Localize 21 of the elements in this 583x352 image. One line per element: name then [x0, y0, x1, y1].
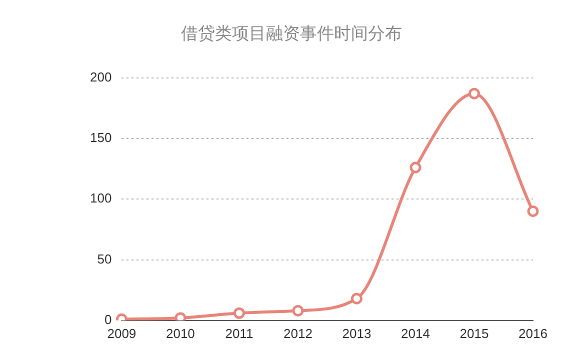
point: [233, 307, 245, 319]
chart-title: 借贷类项目融资事件时间分布: [180, 23, 403, 45]
x-tick-label: 2013: [342, 326, 372, 341]
point: [292, 304, 304, 316]
y-tick-label: 200: [90, 69, 112, 84]
point: [527, 205, 539, 217]
x-tick-label: 2015: [460, 326, 489, 341]
x-tick-label: 2011: [225, 326, 254, 341]
y-tick-label: 100: [90, 190, 112, 206]
x-tick-label: 2016: [518, 326, 548, 341]
x-tick-label: 2014: [401, 326, 430, 341]
x-tick-label: 2012: [284, 326, 312, 341]
x-tick-label: 2010: [166, 326, 195, 341]
point: [350, 292, 362, 304]
x-tick-label: 2009: [107, 326, 136, 341]
y-tick-label: 0: [104, 312, 112, 327]
y-tick-label: 150: [90, 130, 112, 146]
point: [410, 162, 422, 174]
point: [468, 88, 480, 100]
point: [174, 312, 186, 320]
y-tick-label: 50: [97, 251, 112, 266]
